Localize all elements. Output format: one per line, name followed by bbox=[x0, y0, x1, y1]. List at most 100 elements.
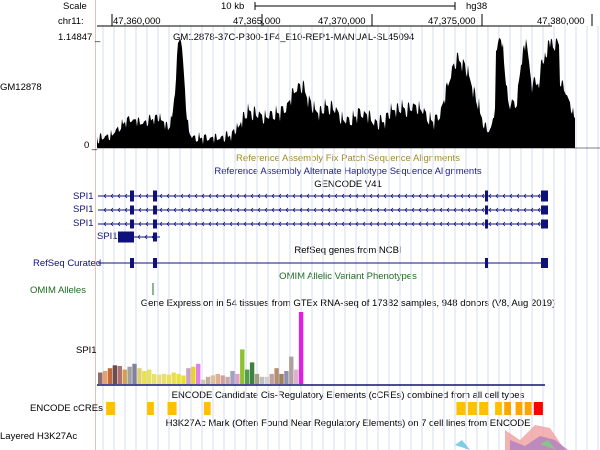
gtex-track-title[interactable]: Gene Expression in 54 tissues from GTEx … bbox=[140, 298, 556, 309]
fix-patch-track-title[interactable]: Reference Assembly Fix Patch Sequence Al… bbox=[236, 153, 460, 164]
strand-arrow bbox=[222, 221, 226, 227]
ccre-element bbox=[495, 402, 502, 415]
strand-arrow bbox=[110, 193, 114, 199]
strand-arrow bbox=[537, 207, 541, 213]
gtex-tissue-bar bbox=[259, 376, 265, 384]
strand-arrow bbox=[278, 193, 282, 199]
strand-arrow bbox=[397, 207, 401, 213]
transcript-label[interactable]: SPI1 bbox=[73, 191, 94, 202]
strand-arrow bbox=[390, 207, 394, 213]
gtex-gene-label[interactable]: SPI1 bbox=[76, 345, 97, 356]
strand-arrow bbox=[173, 221, 177, 227]
signal-track-title[interactable]: GM12878-37C-P300-1F4_E10-REP1-MANUAL-SL4… bbox=[173, 32, 415, 43]
strand-arrow bbox=[208, 221, 212, 227]
strand-arrow bbox=[467, 193, 471, 199]
strand-arrow bbox=[523, 193, 527, 199]
gtex-tissue-bar bbox=[122, 369, 127, 384]
exon bbox=[153, 258, 157, 268]
signal-area bbox=[97, 38, 575, 148]
strand-arrow bbox=[537, 221, 541, 227]
alt-haplotype-track-title[interactable]: Reference Assembly Alternate Haplotype S… bbox=[214, 166, 482, 177]
strand-arrow bbox=[411, 193, 415, 199]
ccre-elements bbox=[106, 402, 543, 415]
strand-arrow bbox=[166, 221, 170, 227]
strand-arrow bbox=[523, 221, 527, 227]
exon bbox=[541, 258, 548, 268]
strand-arrow bbox=[257, 221, 261, 227]
strand-arrow bbox=[306, 221, 310, 227]
refseq-track-title[interactable]: RefSeq genes from NCBI bbox=[294, 245, 402, 256]
strand-arrow bbox=[313, 207, 317, 213]
strand-arrow bbox=[187, 193, 191, 199]
strand-arrow bbox=[299, 193, 303, 199]
strand-arrow bbox=[397, 221, 401, 227]
strand-arrow bbox=[110, 221, 114, 227]
strand-arrow bbox=[362, 221, 366, 227]
strand-arrow bbox=[418, 193, 422, 199]
strand-arrow bbox=[229, 221, 233, 227]
strand-arrow bbox=[264, 193, 268, 199]
strand-arrow bbox=[530, 207, 534, 213]
gencode-track-title[interactable]: GENCODE V41 bbox=[314, 179, 382, 190]
ccre-element bbox=[203, 402, 211, 415]
exon bbox=[153, 205, 157, 215]
transcript-label[interactable]: SPI1 bbox=[97, 231, 118, 242]
ccre-track-title[interactable]: ENCODE Candidate Cis-Regulatory Elements… bbox=[171, 390, 525, 401]
strand-arrow bbox=[131, 207, 135, 213]
strand-arrow bbox=[278, 221, 282, 227]
ruler-tick-label: 47,360,000 bbox=[113, 16, 161, 27]
h3k27ac-layer bbox=[540, 440, 556, 450]
ccre-track-label[interactable]: ENCODE cCREs bbox=[30, 403, 103, 414]
ruler-tick-label: 47,365,000 bbox=[233, 16, 281, 27]
strand-arrow bbox=[292, 207, 296, 213]
exon bbox=[541, 219, 548, 229]
gtex-tissue-bar bbox=[200, 379, 206, 384]
strand-arrow bbox=[257, 207, 261, 213]
gtex-tissue-bar bbox=[181, 375, 186, 384]
transcript-label[interactable]: SPI1 bbox=[73, 218, 94, 229]
h3k27ac-layer bbox=[455, 440, 470, 450]
refseq-track-label[interactable]: RefSeq Curated bbox=[33, 258, 102, 269]
strand-arrow bbox=[299, 221, 303, 227]
strand-arrow bbox=[215, 221, 219, 227]
strand-arrow bbox=[131, 193, 135, 199]
strand-arrow bbox=[446, 207, 450, 213]
signal-track-name[interactable]: GM12878 bbox=[0, 82, 42, 93]
h3k27ac-track-label[interactable]: Layered H3K27Ac bbox=[0, 431, 78, 442]
strand-arrow bbox=[488, 221, 492, 227]
omim-track-title[interactable]: OMIM Allelic Variant Phenotypes bbox=[279, 271, 417, 282]
gtex-tissue-bar bbox=[147, 369, 152, 384]
transcript-row bbox=[98, 190, 548, 202]
gencode-transcripts bbox=[98, 190, 548, 243]
gtex-tissue-bar bbox=[215, 373, 220, 384]
strand-arrow bbox=[173, 207, 177, 213]
exon bbox=[541, 205, 548, 215]
strand-arrow bbox=[229, 207, 233, 213]
gtex-tissue-bar bbox=[142, 371, 147, 384]
strand-arrow bbox=[439, 207, 443, 213]
strand-arrow bbox=[383, 221, 387, 227]
ccre-element bbox=[479, 402, 489, 415]
strand-arrow bbox=[432, 207, 436, 213]
strand-arrow bbox=[530, 221, 534, 227]
strand-arrow bbox=[292, 193, 296, 199]
ruler-tick-label: 47,380,000 bbox=[537, 16, 585, 27]
transcript-label[interactable]: SPI1 bbox=[73, 204, 94, 215]
strand-arrow bbox=[208, 193, 212, 199]
strand-arrow bbox=[151, 234, 155, 240]
strand-arrow bbox=[523, 207, 527, 213]
strand-arrow bbox=[502, 193, 506, 199]
strand-arrow bbox=[215, 207, 219, 213]
strand-arrow bbox=[467, 221, 471, 227]
exon bbox=[118, 231, 134, 243]
refseq-transcript bbox=[98, 258, 548, 268]
strand-arrow bbox=[271, 207, 275, 213]
h3k27ac-track-title[interactable]: H3K27Ac Mark (Often Found Near Regulator… bbox=[165, 418, 531, 429]
exon bbox=[485, 205, 488, 215]
gtex-tissue-bar bbox=[210, 375, 216, 384]
omim-track-label[interactable]: OMIM Alleles bbox=[30, 285, 86, 296]
strand-arrow bbox=[446, 193, 450, 199]
strand-arrow bbox=[243, 207, 247, 213]
exon bbox=[130, 219, 134, 229]
